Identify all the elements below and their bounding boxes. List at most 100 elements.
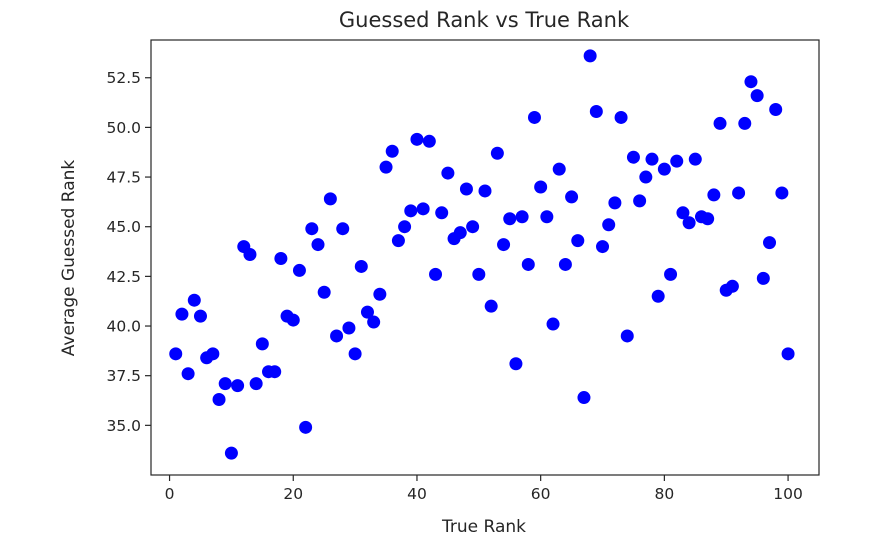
- data-point: [546, 317, 560, 331]
- data-point: [231, 379, 245, 393]
- data-point: [552, 162, 566, 176]
- x-axis-label: True Rank: [441, 517, 526, 537]
- data-point: [422, 134, 436, 148]
- data-point: [373, 287, 387, 301]
- data-point: [342, 321, 356, 335]
- data-point: [249, 377, 263, 391]
- data-point: [769, 103, 783, 117]
- data-point: [330, 329, 344, 343]
- data-point: [527, 110, 541, 124]
- data-point: [385, 144, 399, 158]
- data-point: [738, 116, 752, 130]
- data-point: [725, 279, 739, 293]
- data-point: [292, 263, 306, 277]
- data-point: [707, 188, 721, 202]
- data-point: [744, 75, 758, 89]
- data-point: [459, 182, 473, 196]
- data-point: [206, 347, 220, 361]
- x-axis: 0 20 40 60 80 100: [165, 475, 803, 503]
- x-tick-label: 20: [283, 485, 303, 503]
- data-point: [274, 251, 288, 265]
- x-tick-label: 0: [165, 485, 175, 503]
- y-axis-label: Average Guessed Rank: [59, 160, 79, 357]
- data-point: [688, 152, 702, 166]
- data-point: [701, 212, 715, 226]
- y-tick-label: 42.5: [106, 268, 141, 286]
- data-point: [639, 170, 653, 184]
- data-point: [775, 186, 789, 200]
- data-point: [682, 216, 696, 230]
- data-point: [509, 357, 523, 371]
- data-point: [484, 299, 498, 313]
- data-point: [175, 307, 189, 321]
- data-point: [286, 313, 300, 327]
- data-point: [664, 267, 678, 281]
- data-point: [657, 162, 671, 176]
- data-point: [521, 257, 535, 271]
- data-point: [466, 220, 480, 234]
- data-point: [503, 212, 517, 226]
- x-tick-label: 100: [773, 485, 803, 503]
- data-point: [416, 202, 430, 216]
- y-tick-label: 45.0: [106, 218, 141, 236]
- data-point: [713, 116, 727, 130]
- data-point: [670, 154, 684, 168]
- data-point: [626, 150, 640, 164]
- data-point: [571, 234, 585, 248]
- data-point: [756, 271, 770, 285]
- data-point: [379, 160, 393, 174]
- y-tick-label: 52.5: [106, 69, 141, 87]
- data-point: [218, 377, 232, 391]
- data-point: [490, 146, 504, 160]
- data-point: [169, 347, 183, 361]
- data-point: [515, 210, 529, 224]
- data-point: [583, 49, 597, 63]
- data-point: [410, 132, 424, 146]
- data-point: [299, 420, 313, 434]
- data-point: [558, 257, 572, 271]
- data-point: [187, 293, 201, 307]
- data-point: [224, 446, 238, 460]
- data-point: [193, 309, 207, 323]
- data-point: [354, 259, 368, 273]
- data-point: [614, 110, 628, 124]
- plot-frame: [150, 39, 820, 476]
- data-point: [620, 329, 634, 343]
- data-point: [596, 240, 610, 254]
- data-point: [497, 238, 511, 252]
- x-tick-label: 40: [407, 485, 427, 503]
- y-tick-label: 50.0: [106, 119, 141, 137]
- data-point: [435, 206, 449, 220]
- data-point: [565, 190, 579, 204]
- data-point: [453, 226, 467, 240]
- data-point: [589, 105, 603, 119]
- data-point: [602, 218, 616, 232]
- data-point: [441, 166, 455, 180]
- data-point: [317, 285, 331, 299]
- data-point: [577, 391, 591, 405]
- data-point: [781, 347, 795, 361]
- data-point: [645, 152, 659, 166]
- data-point: [348, 347, 362, 361]
- data-point: [633, 194, 647, 208]
- y-tick-label: 40.0: [106, 318, 141, 336]
- data-point: [651, 289, 665, 303]
- data-point: [608, 196, 622, 210]
- y-tick-label: 37.5: [106, 367, 141, 385]
- data-point: [534, 180, 548, 194]
- chart-title: Guessed Rank vs True Rank: [339, 8, 630, 32]
- data-point: [472, 267, 486, 281]
- data-point: [212, 393, 226, 407]
- y-axis: 35.0 37.5 40.0 42.5 45.0 47.5 50.0 52.5: [106, 69, 151, 435]
- data-point: [305, 222, 319, 236]
- x-tick-label: 60: [531, 485, 551, 503]
- data-points: [169, 49, 795, 460]
- data-point: [750, 89, 764, 103]
- data-point: [676, 206, 690, 220]
- data-point: [243, 248, 257, 262]
- x-tick-label: 80: [655, 485, 675, 503]
- data-point: [540, 210, 554, 224]
- data-point: [404, 204, 418, 218]
- data-point: [181, 367, 195, 381]
